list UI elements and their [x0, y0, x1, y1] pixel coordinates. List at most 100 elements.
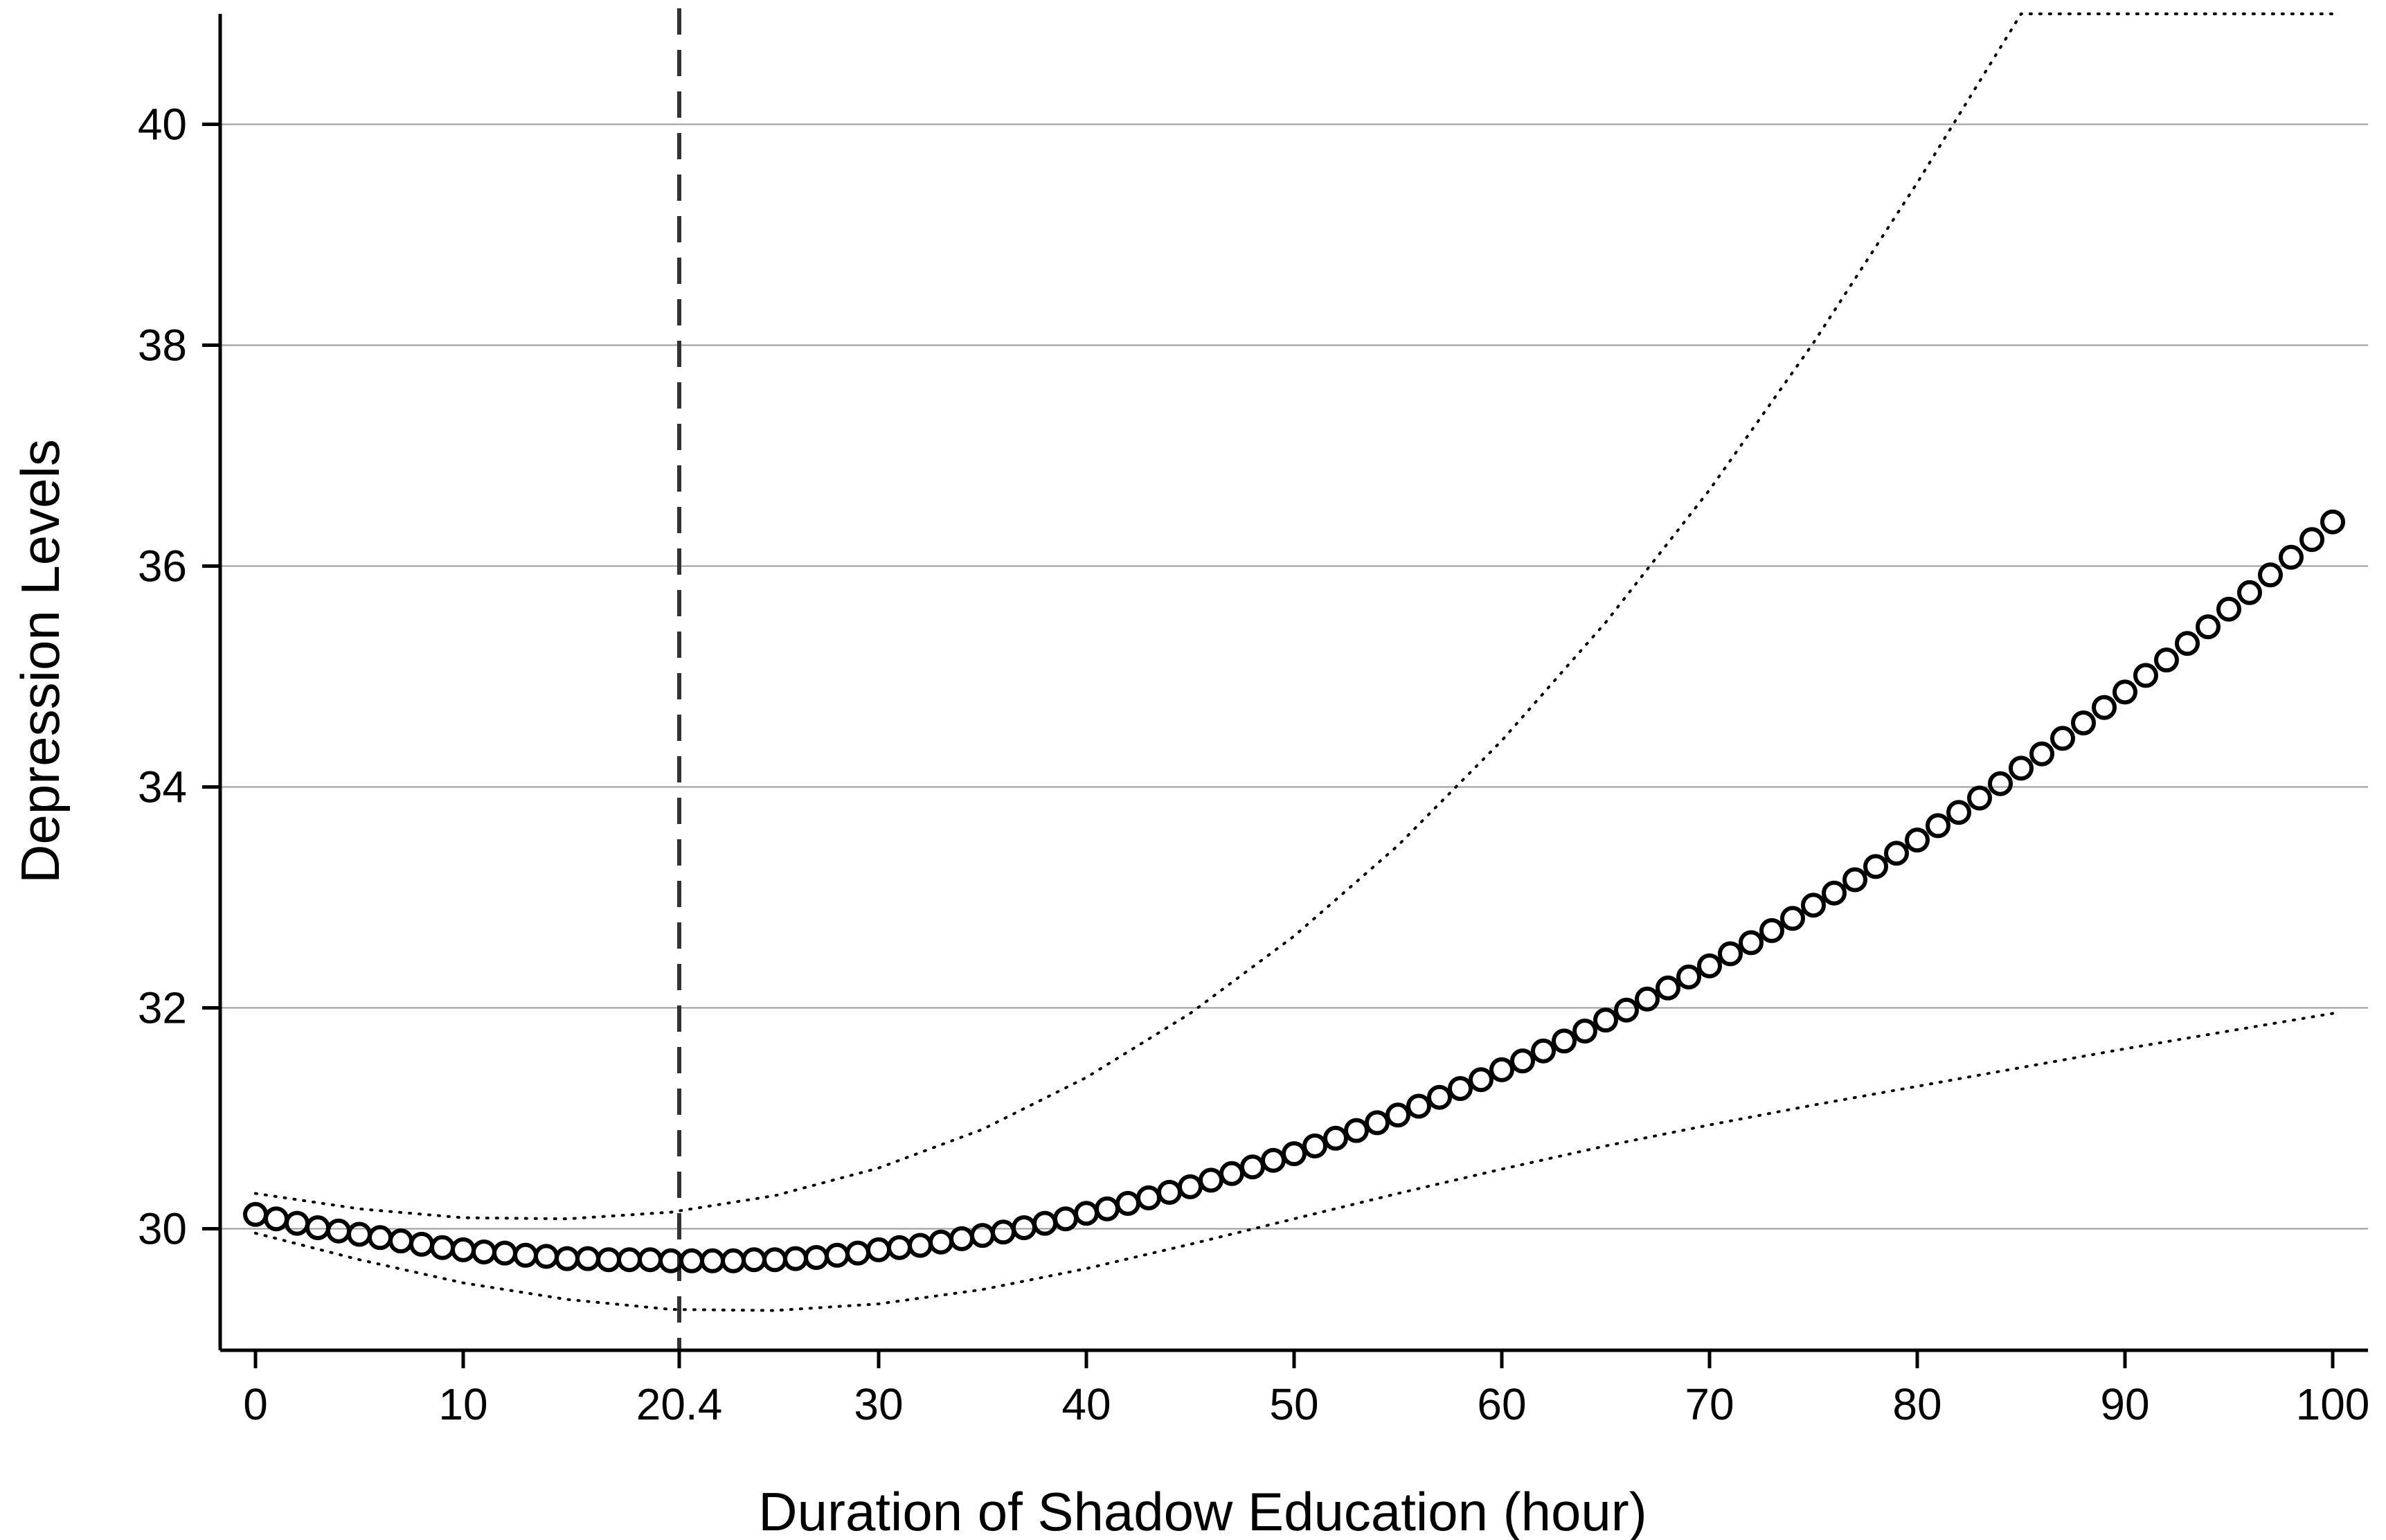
x-tick-label: 90	[2100, 1379, 2149, 1429]
data-point	[762, 1247, 787, 1273]
data-point	[679, 1248, 704, 1273]
data-point	[1282, 1141, 1307, 1167]
data-point	[1157, 1179, 1182, 1205]
data-point	[472, 1239, 496, 1264]
x-tick-label: 80	[1892, 1379, 1941, 1429]
data-point	[2175, 631, 2200, 656]
data-point	[492, 1240, 517, 1266]
data-point	[1780, 906, 1805, 931]
x-tick-label: 30	[854, 1379, 903, 1429]
data-point	[2050, 726, 2075, 751]
data-point	[1489, 1057, 1514, 1082]
axes	[202, 14, 2368, 1368]
data-point	[1718, 941, 1743, 967]
data-point	[1178, 1174, 1203, 1199]
x-tick-label: 0	[243, 1379, 268, 1429]
data-point	[1012, 1215, 1037, 1240]
data-point	[596, 1247, 621, 1273]
data-point	[617, 1247, 642, 1273]
x-tick-label: 20.4	[636, 1379, 723, 1429]
data-point	[243, 1201, 268, 1227]
x-tick-label: 70	[1685, 1379, 1734, 1429]
data-point	[2029, 741, 2054, 767]
data-point	[700, 1248, 725, 1273]
data-point	[555, 1246, 580, 1271]
data-point	[1365, 1110, 1390, 1136]
data-point	[1406, 1093, 1431, 1119]
data-point	[1759, 917, 1784, 943]
data-point	[1240, 1154, 1265, 1180]
data-point	[1136, 1185, 1161, 1210]
gridlines	[220, 123, 2368, 1230]
data-point	[1884, 841, 1909, 866]
data-point	[845, 1240, 870, 1266]
data-point	[1385, 1102, 1410, 1128]
data-point	[2113, 679, 2137, 705]
data-points	[243, 509, 2345, 1273]
data-point	[2009, 755, 2034, 781]
data-point	[783, 1246, 808, 1271]
data-point	[1095, 1196, 1120, 1221]
data-point	[368, 1225, 393, 1251]
data-point	[326, 1218, 351, 1244]
x-tick-label: 10	[438, 1379, 487, 1429]
data-point	[1323, 1125, 1348, 1151]
data-point	[2279, 544, 2304, 570]
data-point	[1635, 986, 1660, 1012]
data-point	[2258, 562, 2283, 588]
data-point	[1967, 785, 1992, 811]
data-point	[2196, 614, 2221, 640]
y-axis-title: Depression Levels	[10, 439, 71, 884]
data-point	[1593, 1008, 1618, 1033]
data-point	[534, 1244, 559, 1269]
data-point	[2299, 527, 2324, 553]
y-tick-labels: 30 32 34 36 38 40	[138, 100, 187, 1254]
x-tick-label: 100	[2296, 1379, 2370, 1429]
data-point	[1261, 1147, 1286, 1173]
y-tick-label: 36	[138, 541, 187, 591]
data-point	[430, 1235, 455, 1260]
ci-lower-bound	[254, 1012, 2334, 1312]
data-point	[1842, 867, 1867, 893]
y-tick-label: 32	[138, 983, 187, 1033]
data-point	[866, 1237, 891, 1262]
data-point	[1448, 1076, 1473, 1101]
data-point	[887, 1235, 912, 1260]
data-point	[1074, 1201, 1099, 1226]
data-point	[949, 1226, 974, 1251]
data-point	[388, 1228, 413, 1254]
x-tick-label: 50	[1269, 1379, 1318, 1429]
data-point	[1801, 893, 1826, 918]
y-tick-label: 38	[138, 321, 187, 370]
data-point	[1988, 771, 2013, 796]
data-point	[1427, 1084, 1452, 1110]
data-point	[804, 1245, 829, 1270]
data-point	[1469, 1067, 1494, 1093]
y-tick-label: 30	[138, 1204, 187, 1254]
data-point	[347, 1221, 372, 1247]
data-point	[1053, 1206, 1078, 1232]
data-point	[1302, 1133, 1327, 1158]
data-point	[825, 1242, 850, 1268]
data-point	[1905, 827, 1930, 853]
y-tick-label: 40	[138, 100, 187, 150]
data-point	[513, 1242, 538, 1268]
data-point	[1552, 1028, 1577, 1054]
data-point	[2154, 647, 2179, 673]
data-point	[991, 1219, 1016, 1245]
data-point	[2216, 596, 2241, 622]
data-point	[638, 1247, 663, 1273]
data-point	[1822, 880, 1847, 906]
data-point	[1697, 953, 1722, 978]
data-point	[451, 1237, 476, 1262]
data-point	[1032, 1210, 1057, 1236]
data-point	[2320, 509, 2345, 535]
x-tick-label: 40	[1061, 1379, 1111, 1429]
x-axis-title: Duration of Shadow Education (hour)	[758, 1481, 1647, 1540]
data-point	[2237, 580, 2262, 605]
data-point	[742, 1247, 766, 1273]
data-point	[2133, 663, 2158, 688]
data-point	[1946, 800, 1971, 825]
data-point	[908, 1233, 933, 1258]
